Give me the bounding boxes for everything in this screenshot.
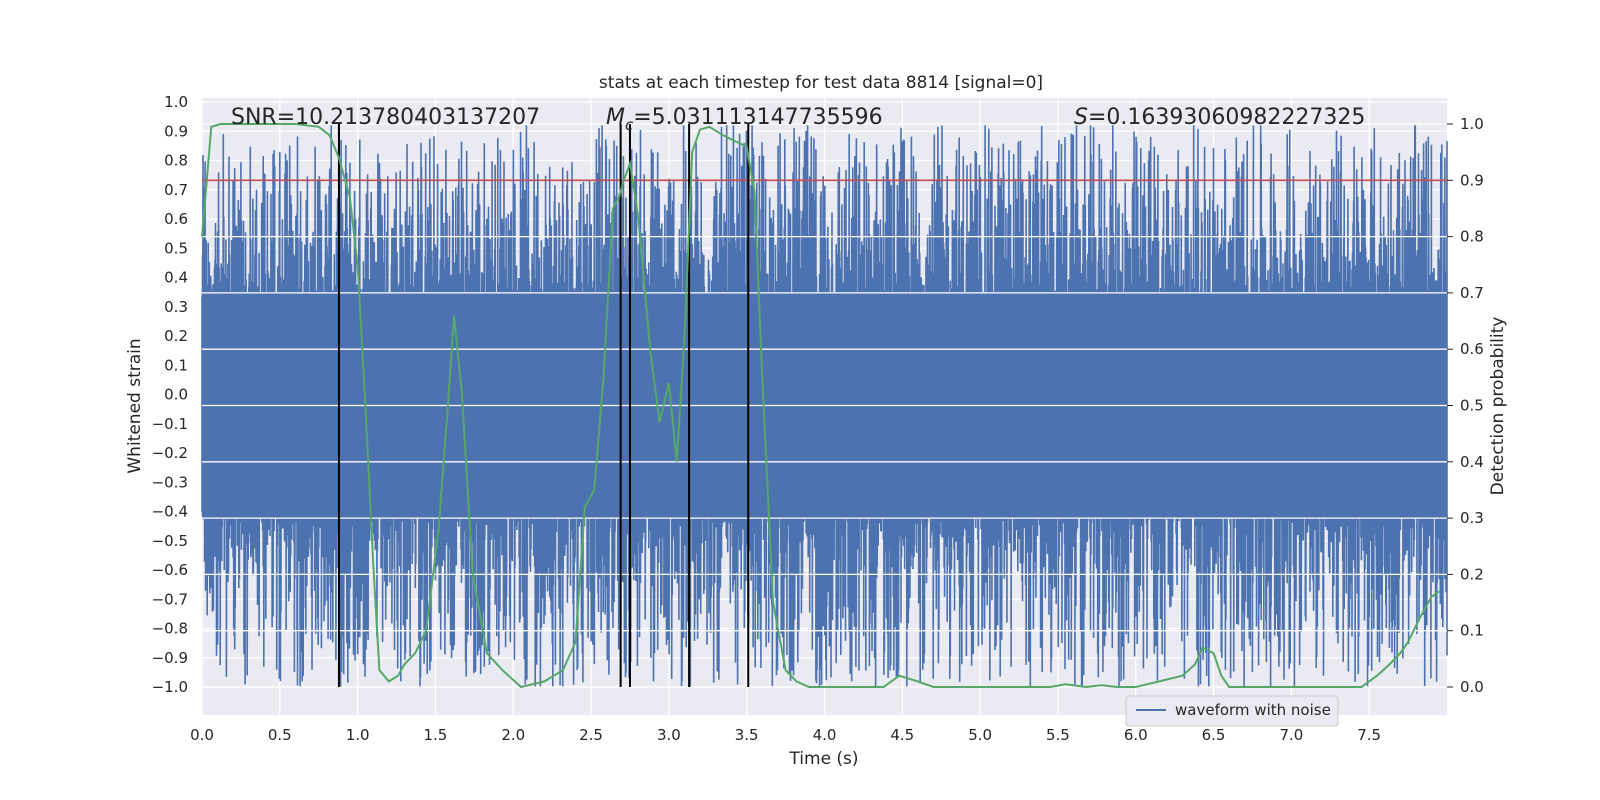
y2-tick-label: 0.4 bbox=[1460, 453, 1484, 471]
series-waveform-with-noise bbox=[201, 125, 1448, 688]
x-tick-label: 0.0 bbox=[190, 726, 214, 744]
legend-label-waveform: waveform with noise bbox=[1175, 701, 1331, 719]
snr-annotation: SNR=10.213780403137207 bbox=[231, 105, 540, 130]
y-tick-label: 0.0 bbox=[164, 386, 188, 404]
y-axis-ticks: 1.0 0.9 0.8 0.7 0.6 0.5 0.4 0.3 0.2 0.1 0.0 −0.1 −0.… bbox=[152, 93, 188, 696]
y-tick-label: 0.5 bbox=[164, 239, 188, 257]
y2-tick-label: 0.2 bbox=[1460, 565, 1484, 583]
chirp-mass-annotation: Mc=5.031113147735596 bbox=[606, 105, 883, 134]
legend-box bbox=[1125, 695, 1339, 727]
y-tick-label: 0.6 bbox=[164, 210, 188, 228]
y-tick-label: −0.9 bbox=[152, 649, 188, 667]
y-tick-label: 0.9 bbox=[164, 122, 188, 140]
y-tick-label: −0.8 bbox=[152, 620, 188, 638]
chirp-mass-value: =5.031113147735596 bbox=[633, 105, 882, 130]
chirp-mass-symbol: M bbox=[606, 105, 625, 130]
x-axis-ticks: 0.0 0.5 1.0 1.5 2.0 2.5 3.0 3.5 4.0 4.5 5.0 5.5 6.0 6… bbox=[190, 726, 1381, 744]
x-axis-label: Time (s) bbox=[788, 749, 858, 769]
y-tick-label: −0.1 bbox=[152, 415, 188, 433]
y2-axis-label: Detection probability bbox=[1488, 317, 1508, 496]
y2-axis-ticks: 1.0 0.9 0.8 0.7 0.6 0.5 0.4 0.3 0.2 0.1 0.0 bbox=[1447, 115, 1484, 696]
y-tick-label: 0.2 bbox=[164, 327, 188, 345]
y2-tick-label: 0.6 bbox=[1460, 340, 1484, 358]
legend: waveform with noise bbox=[1125, 695, 1339, 727]
x-tick-label: 1.0 bbox=[346, 726, 370, 744]
y-axis-label: Whitened strain bbox=[125, 338, 145, 473]
y2-tick-label: 0.3 bbox=[1460, 509, 1484, 527]
chart-title: stats at each timestep for test data 881… bbox=[599, 73, 1043, 93]
x-tick-label: 7.0 bbox=[1279, 726, 1303, 744]
y2-tick-label: 0.7 bbox=[1460, 284, 1484, 302]
x-tick-label: 5.0 bbox=[968, 726, 992, 744]
y-tick-label: 0.3 bbox=[164, 298, 188, 316]
s-annotation: S=0.16393060982227325 bbox=[1074, 105, 1365, 130]
y2-tick-label: 0.5 bbox=[1460, 397, 1484, 415]
y2-tick-label: 0.1 bbox=[1460, 622, 1484, 640]
y2-tick-label: 1.0 bbox=[1460, 115, 1484, 133]
x-tick-label: 4.0 bbox=[813, 726, 837, 744]
y-tick-label: −0.5 bbox=[152, 532, 188, 550]
x-tick-label: 2.5 bbox=[579, 726, 603, 744]
y-tick-label: −1.0 bbox=[152, 678, 188, 696]
chirp-mass-subscript: c bbox=[625, 116, 634, 134]
x-tick-label: 0.5 bbox=[268, 726, 292, 744]
y-tick-label: 1.0 bbox=[164, 93, 188, 111]
y-tick-label: −0.6 bbox=[152, 561, 188, 579]
y-tick-label: −0.2 bbox=[152, 444, 188, 462]
y-tick-label: −0.3 bbox=[152, 473, 188, 491]
x-tick-label: 6.5 bbox=[1202, 726, 1226, 744]
y-tick-label: −0.4 bbox=[152, 503, 188, 521]
y-tick-label: −0.7 bbox=[152, 590, 188, 608]
y-tick-label: 0.8 bbox=[164, 152, 188, 170]
x-tick-label: 5.5 bbox=[1046, 726, 1070, 744]
y2-tick-label: 0.8 bbox=[1460, 228, 1484, 246]
x-tick-label: 2.0 bbox=[501, 726, 525, 744]
y-tick-label: 0.4 bbox=[164, 269, 188, 287]
x-tick-label: 4.5 bbox=[890, 726, 914, 744]
detection-probability-line bbox=[201, 123, 1440, 689]
y-tick-label: 0.7 bbox=[164, 181, 188, 199]
y2-tick-label: 0.0 bbox=[1460, 678, 1484, 696]
s-value: =0.16393060982227325 bbox=[1088, 105, 1365, 130]
x-tick-label: 7.5 bbox=[1357, 726, 1381, 744]
y-tick-label: 0.1 bbox=[164, 356, 188, 374]
x-tick-label: 3.0 bbox=[657, 726, 681, 744]
x-tick-label: 3.5 bbox=[735, 726, 759, 744]
x-tick-label: 6.0 bbox=[1124, 726, 1148, 744]
x-tick-label: 1.5 bbox=[424, 726, 448, 744]
s-symbol: S bbox=[1074, 105, 1088, 130]
y2-tick-label: 0.9 bbox=[1460, 171, 1484, 189]
